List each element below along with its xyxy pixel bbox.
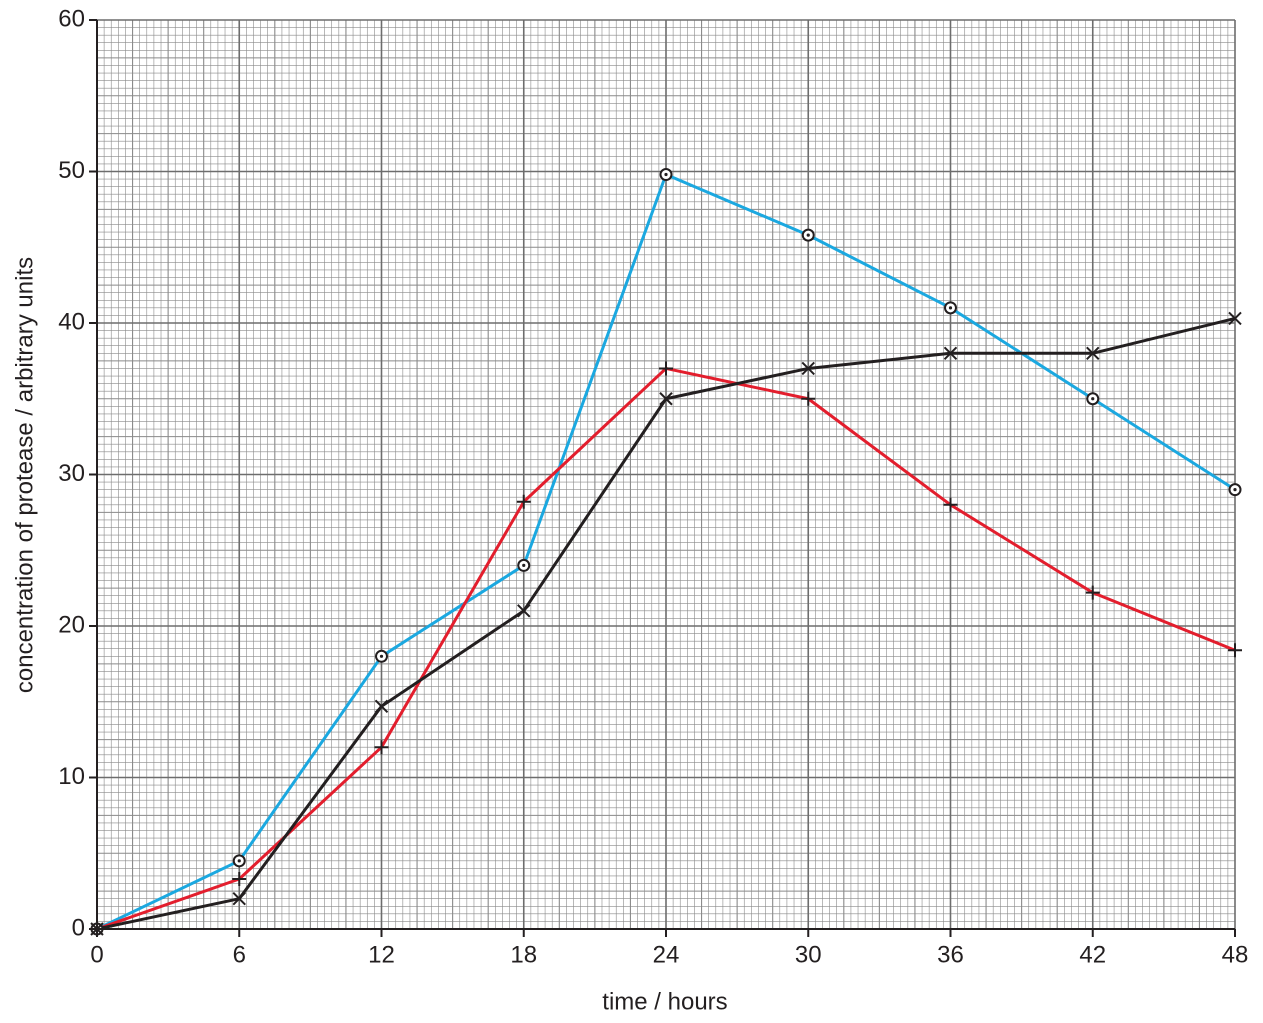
marker [1085,585,1100,600]
marker-dot [664,172,668,177]
marker [659,361,673,376]
marker [943,497,958,512]
x-tick-label: 12 [368,941,395,968]
x-tick-label: 42 [1079,941,1106,968]
x-tick-label: 30 [795,941,822,968]
marker [232,872,247,887]
y-tick-label: 40 [58,308,85,335]
marker [1086,346,1100,361]
marker [517,558,531,572]
marker-dot [237,859,241,863]
marker [801,361,815,376]
marker [1228,483,1242,497]
marker [374,699,389,714]
y-tick-label: 10 [58,763,85,790]
marker [90,922,104,936]
marker-dot [948,306,953,310]
x-tick-label: 48 [1222,941,1249,968]
y-tick-label: 20 [58,611,85,638]
x-tick-label: 6 [233,941,246,968]
marker-dot [1091,397,1095,401]
x-axis-label: time / hours [602,988,727,1015]
marker [659,168,673,182]
marker [232,891,246,906]
x-tick-label: 18 [510,941,537,968]
y-axis-label: concentration of protease / arbitrary un… [11,257,38,693]
marker [1228,311,1242,326]
marker-dot [522,563,526,568]
marker [375,649,388,663]
x-tick-label: 36 [937,941,964,968]
marker [1228,643,1242,658]
marker [1086,392,1100,406]
x-tick-label: 24 [653,941,680,968]
marker [374,740,389,755]
y-tick-label: 0 [72,914,85,941]
marker [517,604,531,618]
marker [801,228,815,242]
marker [516,494,531,509]
marker [943,346,958,361]
x-tick-label: 0 [90,941,103,968]
y-tick-label: 50 [58,157,85,184]
marker-dot [1233,488,1237,492]
y-tick-label: 60 [58,5,85,32]
marker-dot [379,654,384,658]
marker [232,854,246,868]
marker [659,392,673,406]
marker-dot [806,233,810,237]
marker [801,391,816,406]
y-tick-label: 30 [58,460,85,487]
marker [944,301,957,315]
